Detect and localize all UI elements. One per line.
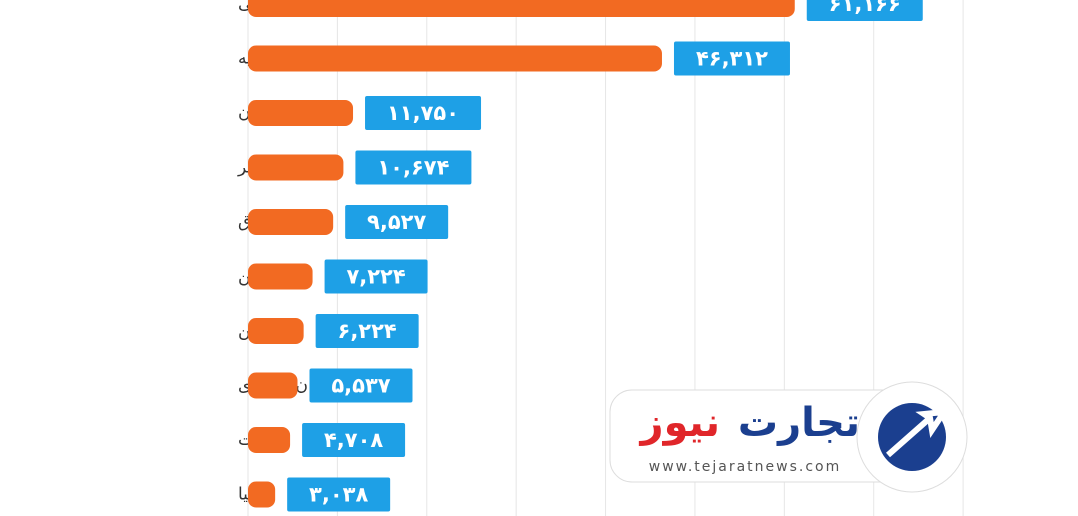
bar (248, 318, 304, 344)
bars: امارات متحده عربی۶۱,۱۶۶ترکیه۴۶,۳۱۲آلمان۱… (237, 0, 923, 512)
value-label: ۶۱,۱۶۶ (829, 0, 901, 16)
value-label-box (806, 0, 923, 21)
bar (248, 45, 662, 72)
bar (248, 209, 334, 235)
value-label-box (324, 259, 428, 294)
value-label: ۵,۵۳۷ (331, 374, 390, 398)
bar (248, 154, 344, 181)
value-label: ۷,۲۲۴ (346, 265, 405, 289)
value-label: ۱۱,۷۵۰ (387, 101, 459, 125)
value-label-box (309, 368, 413, 403)
value-label-box (355, 150, 472, 185)
value-label: ۳,۰۳۸ (309, 483, 368, 507)
value-label: ۱۰,۶۷۴ (377, 156, 449, 180)
value-label: ۹,۵۲۷ (367, 210, 426, 234)
logo-arrow (886, 408, 951, 458)
logo: تجارت نیوز www.tejaratnews.com (609, 381, 968, 493)
grid (247, 0, 964, 516)
value-label-box (302, 423, 406, 457)
logo-name-2: نیوز (639, 400, 720, 446)
value-label: ۶,۲۲۴ (338, 319, 397, 343)
logo-name-1: تجارت (738, 400, 860, 446)
value-label: ۴۶,۳۱۲ (696, 47, 768, 71)
bar (248, 372, 298, 399)
value-label-box (345, 205, 449, 239)
value-label-box (673, 41, 790, 76)
value-label-box (315, 314, 419, 348)
value-label-box (365, 96, 482, 130)
bar (248, 427, 291, 453)
value-label: ۴,۷۰۸ (324, 428, 383, 452)
bar (248, 100, 354, 126)
value-label-box (287, 477, 391, 512)
logo-url: www.tejaratnews.com (649, 459, 842, 475)
bar (248, 263, 313, 290)
bar (248, 481, 276, 508)
bar (248, 0, 795, 17)
